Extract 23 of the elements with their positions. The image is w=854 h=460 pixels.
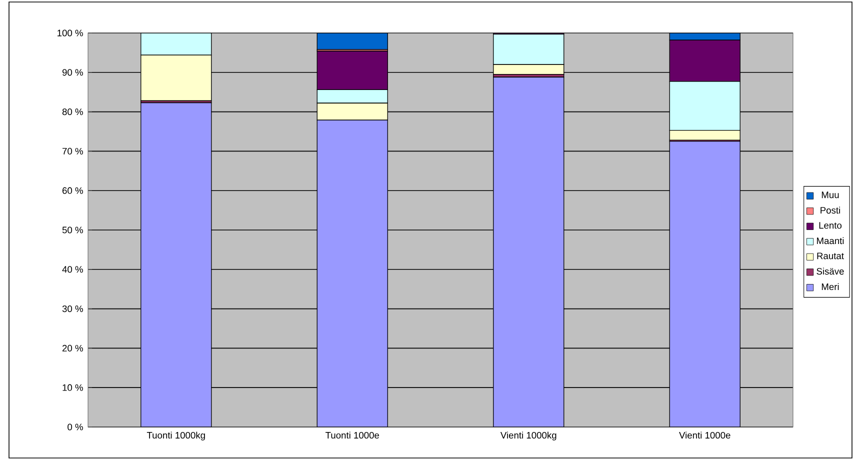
y-tick-label: 60 %	[62, 187, 83, 194]
legend-label: Meri	[822, 283, 839, 290]
x-tick-label: Tuonti 1000kg	[146, 432, 205, 440]
y-tick-label: 0 %	[68, 424, 83, 430]
y-tick-label: 40 %	[62, 266, 83, 273]
y-tick-label: 80 %	[62, 108, 83, 116]
y-tick-label: 30 %	[62, 305, 83, 312]
y-tick-label: 100 %	[58, 30, 83, 36]
y-tick-label: 90 %	[62, 69, 83, 76]
x-tick-label: Vienti 1000e	[679, 432, 730, 439]
y-tick-label: 20 %	[62, 344, 83, 352]
x-tick-label: Vienti 1000kg	[500, 432, 556, 440]
y-tick-label: 50 %	[62, 226, 83, 234]
legend-label: Lento	[819, 222, 842, 229]
legend-label: Maanti	[817, 237, 844, 244]
bar	[316, 32, 388, 50]
y-tick-label: 10 %	[62, 384, 83, 391]
legend-label: Posti	[820, 206, 840, 214]
y-tick-label: 70 %	[62, 148, 83, 154]
legend-label: Muu	[822, 192, 839, 198]
legend-label: Rautat	[817, 252, 844, 260]
legend-label: Sisäve	[816, 268, 844, 275]
x-tick-label: Tuonti 1000e	[326, 432, 380, 439]
